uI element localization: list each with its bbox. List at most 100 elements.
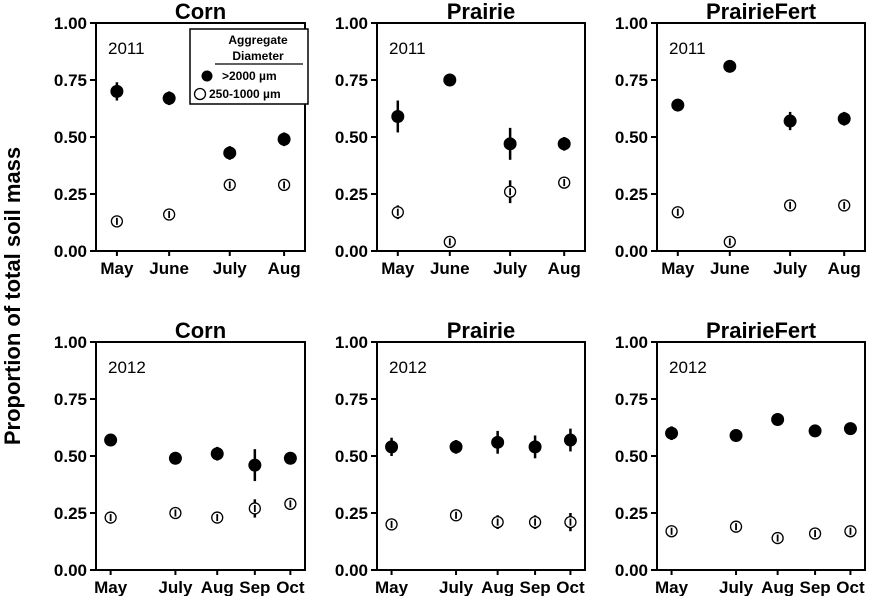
- x-tick-label: July: [773, 259, 808, 278]
- panels: Corn 2011 0.00 0.25 0.50 0.75 1.00 May June July A…: [54, 0, 866, 596]
- x-tick-label: May: [94, 578, 128, 596]
- x-tick-label: July: [719, 578, 754, 596]
- x-tick-label: June: [710, 259, 750, 278]
- point-large-aggregate: [771, 413, 785, 427]
- x-tick-label: Oct: [276, 578, 305, 596]
- y-tick-label: 0.75: [335, 390, 368, 409]
- panel-title: Prairie: [447, 318, 516, 343]
- y-tick-label: 1.00: [335, 333, 368, 352]
- x-tick-label: Sep: [519, 578, 550, 596]
- x-tick-label: May: [375, 578, 409, 596]
- y-tick-label: 0.50: [335, 128, 368, 147]
- x-tick-label: May: [100, 259, 134, 278]
- x-tick-label: May: [381, 259, 415, 278]
- point-large-aggregate: [808, 424, 822, 438]
- point-large-aggregate: [223, 146, 237, 160]
- point-large-aggregate: [557, 137, 571, 151]
- legend: Aggregate Diameter >2000 µm 250-1000 µm: [189, 28, 309, 105]
- year-label: 2011: [389, 39, 426, 58]
- y-tick-label: 0.50: [615, 447, 648, 466]
- x-tick-label: Aug: [201, 578, 234, 596]
- y-tick-label: 0.25: [615, 504, 648, 523]
- point-large-aggregate: [723, 59, 737, 73]
- y-tick-label: 0.50: [615, 128, 648, 147]
- y-tick-label: 1.00: [615, 14, 648, 33]
- point-large-aggregate: [168, 451, 182, 465]
- point-large-aggregate: [783, 114, 797, 128]
- y-tick-label: 0.50: [54, 447, 87, 466]
- point-large-aggregate: [162, 91, 176, 105]
- panel-title: PrairieFert: [706, 318, 817, 343]
- point-large-aggregate: [837, 112, 851, 126]
- y-tick-label: 0.75: [335, 71, 368, 90]
- x-tick-label: July: [213, 259, 248, 278]
- y-tick-label: 0.75: [615, 71, 648, 90]
- y-tick-label: 0.25: [54, 504, 87, 523]
- x-tick-label: Oct: [836, 578, 865, 596]
- point-large-aggregate: [563, 433, 577, 447]
- x-tick-label: June: [430, 259, 470, 278]
- point-large-aggregate: [104, 433, 118, 447]
- x-tick-label: July: [493, 259, 528, 278]
- x-tick-label: Aug: [761, 578, 794, 596]
- y-tick-label: 0.50: [54, 128, 87, 147]
- legend-label-large: >2000 µm: [222, 69, 277, 83]
- y-axis-label: Proportion of total soil mass: [0, 147, 25, 445]
- point-large-aggregate: [277, 132, 291, 146]
- legend-box: [189, 28, 309, 105]
- point-large-aggregate: [671, 98, 685, 112]
- x-tick-label: Sep: [799, 578, 830, 596]
- y-tick-label: 0.00: [54, 242, 87, 261]
- year-label: 2011: [108, 39, 145, 58]
- y-tick-label: 0.75: [54, 390, 87, 409]
- point-large-aggregate: [210, 447, 224, 461]
- y-tick-label: 0.50: [335, 447, 368, 466]
- y-tick-label: 1.00: [54, 333, 87, 352]
- x-tick-label: May: [655, 578, 689, 596]
- y-tick-label: 0.00: [335, 242, 368, 261]
- point-large-aggregate: [385, 440, 399, 454]
- y-tick-label: 0.25: [335, 504, 368, 523]
- point-large-aggregate: [443, 73, 457, 87]
- panel-title: Corn: [175, 318, 226, 343]
- x-tick-label: June: [149, 259, 189, 278]
- year-label: 2012: [669, 358, 707, 377]
- x-tick-label: Aug: [828, 259, 861, 278]
- y-tick-label: 0.25: [335, 185, 368, 204]
- panel-title: PrairieFert: [706, 0, 817, 24]
- point-large-aggregate: [729, 428, 743, 442]
- legend-title-line2: Diameter: [232, 49, 284, 63]
- legend-marker-large: [201, 70, 213, 82]
- panel-6: PrairieFert 2012 0.00 0.25 0.50 0.75 1.00 May Ju…: [615, 318, 866, 596]
- point-large-aggregate: [843, 422, 857, 436]
- point-large-aggregate: [503, 137, 517, 151]
- year-label: 2011: [669, 39, 706, 58]
- y-tick-label: 0.25: [615, 185, 648, 204]
- y-tick-label: 1.00: [615, 333, 648, 352]
- y-tick-label: 0.00: [615, 561, 648, 580]
- panel-title: Corn: [175, 0, 226, 24]
- point-large-aggregate: [449, 440, 463, 454]
- x-tick-label: July: [439, 578, 474, 596]
- point-large-aggregate: [528, 440, 542, 454]
- point-large-aggregate: [391, 109, 405, 123]
- year-label: 2012: [389, 358, 427, 377]
- y-tick-label: 0.75: [54, 71, 87, 90]
- point-large-aggregate: [283, 451, 297, 465]
- y-tick-label: 0.00: [615, 242, 648, 261]
- year-label: 2012: [108, 358, 146, 377]
- y-tick-label: 0.00: [54, 561, 87, 580]
- panel-1: Corn 2011 0.00 0.25 0.50 0.75 1.00 May June July A…: [54, 0, 306, 278]
- x-tick-label: Aug: [268, 259, 301, 278]
- point-large-aggregate: [665, 426, 679, 440]
- x-tick-label: Sep: [239, 578, 270, 596]
- legend-label-small: 250-1000 µm: [209, 87, 281, 101]
- x-tick-label: Aug: [548, 259, 581, 278]
- x-tick-label: July: [158, 578, 193, 596]
- x-tick-label: May: [661, 259, 695, 278]
- legend-marker-small: [193, 87, 207, 101]
- y-tick-label: 0.75: [615, 390, 648, 409]
- point-large-aggregate: [491, 435, 505, 449]
